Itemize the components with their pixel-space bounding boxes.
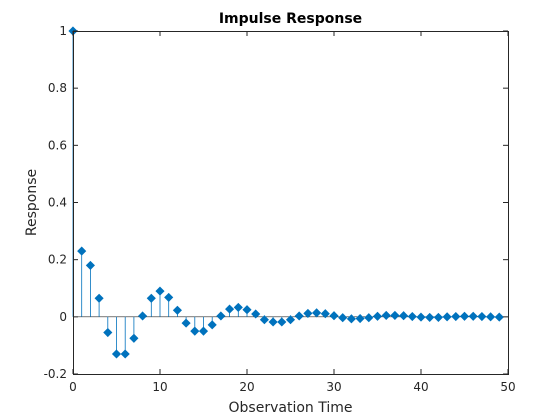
y-tick-label: 0.4	[48, 196, 67, 210]
y-tick-label: 0.6	[48, 138, 67, 152]
stem-marker	[251, 309, 261, 319]
stem-marker	[146, 293, 156, 303]
stem-marker	[207, 320, 217, 330]
marker-series	[68, 26, 504, 359]
stem-marker	[329, 311, 339, 321]
x-tick-label: 0	[69, 380, 77, 394]
stem-marker	[172, 305, 182, 315]
y-tick-label: 1	[59, 24, 67, 38]
stem-marker	[433, 312, 443, 322]
stem-marker	[294, 311, 304, 321]
stem-marker	[416, 312, 426, 322]
stem-marker	[459, 311, 470, 321]
stem-marker	[399, 311, 409, 321]
y-tick-label: 0.8	[48, 81, 67, 95]
stem-marker	[225, 304, 235, 314]
stem-marker	[346, 314, 356, 324]
stem-marker	[372, 311, 383, 321]
x-tick-label: 50	[500, 380, 515, 394]
stem-marker	[285, 315, 296, 325]
y-tick-label: 0	[59, 310, 67, 324]
stem-marker	[164, 292, 174, 302]
stem-marker	[320, 309, 330, 319]
stem-marker	[442, 312, 452, 322]
stem-marker	[233, 302, 243, 312]
stem-marker	[85, 260, 95, 270]
chart-title: Impulse Response	[219, 11, 362, 27]
stem-marker	[312, 308, 322, 318]
y-tick-label: 0.2	[48, 253, 67, 267]
stem-marker	[486, 312, 496, 322]
stem-marker	[477, 311, 487, 322]
stem-marker	[355, 313, 365, 324]
stem-marker	[390, 310, 400, 320]
stem-marker	[138, 311, 148, 321]
x-tick-label: 20	[239, 380, 254, 394]
stem-marker	[242, 305, 252, 315]
stem-marker	[155, 286, 165, 296]
y-axis-label: Response	[24, 169, 40, 236]
stem-marker	[451, 311, 461, 322]
stem-marker	[303, 308, 313, 318]
stem-marker	[268, 317, 278, 327]
stem-marker	[120, 349, 130, 359]
y-tick-label: -0.2	[44, 367, 67, 381]
stem-marker	[407, 311, 417, 322]
stem-marker	[468, 311, 478, 321]
stem-marker	[494, 312, 504, 322]
stem-marker	[381, 310, 391, 320]
stem-marker	[198, 326, 209, 336]
x-tick-label: 40	[413, 380, 428, 394]
x-tick-label: 30	[326, 380, 341, 394]
stem-marker	[103, 327, 113, 338]
stem-marker	[277, 317, 287, 327]
stem-marker	[190, 326, 200, 336]
stem-marker	[364, 313, 374, 323]
stem-marker	[259, 315, 269, 325]
x-tick-label: 10	[152, 380, 167, 394]
x-axis-label: Observation Time	[229, 400, 353, 416]
stem-marker	[129, 333, 139, 343]
stem-marker	[94, 293, 104, 303]
stem-marker	[77, 246, 87, 256]
stem-marker	[425, 312, 435, 322]
stem-marker	[181, 318, 191, 328]
stem-marker	[338, 313, 348, 323]
stem-marker	[216, 311, 226, 321]
axis-ticks: 0 10 20 30 40 50-0.200.20.40.60.81	[44, 24, 516, 394]
stem-marker	[111, 349, 122, 359]
